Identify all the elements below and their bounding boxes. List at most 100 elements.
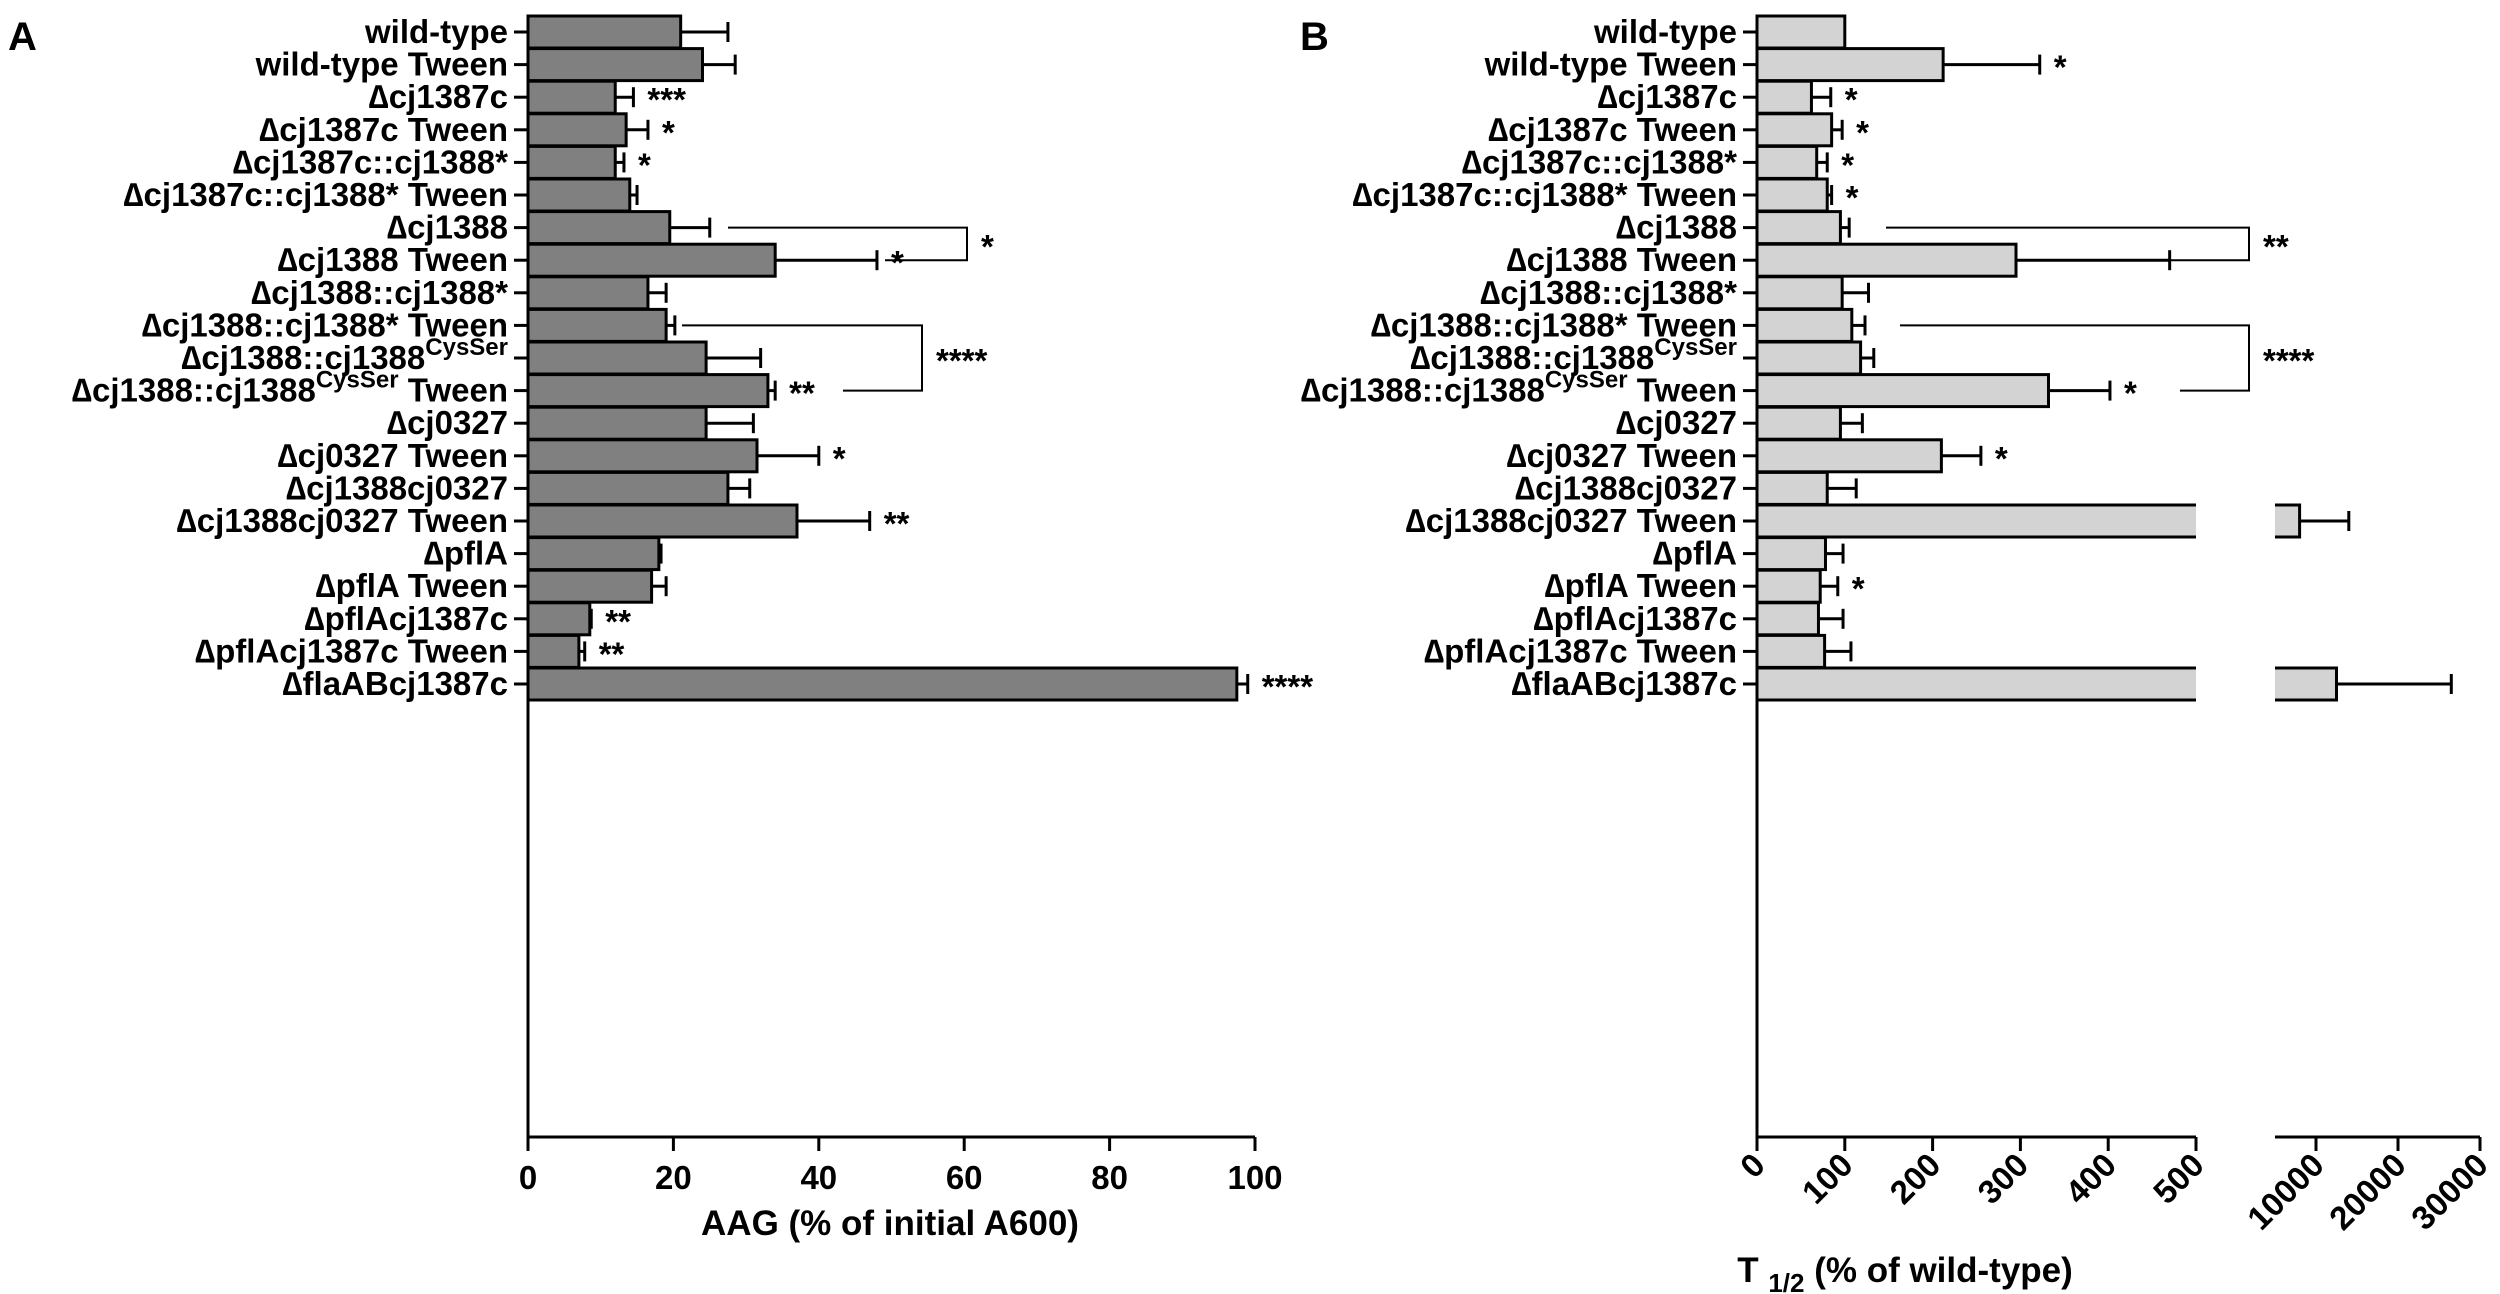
panel-b-bracket-label: ** xyxy=(2263,228,2289,265)
panel-a-x-tick-label: 80 xyxy=(1091,1159,1128,1196)
panel-a-x-tick-label: 0 xyxy=(519,1159,537,1196)
category-label-delta-cj1388cj0327: ∆cj1388cj0327 xyxy=(1515,469,1737,506)
panel-b-x-tick-label: 20000 xyxy=(2322,1146,2413,1237)
panel-b-bars xyxy=(1755,14,2453,702)
category-label-delta-cj1388cj0327-tween: ∆cj1388cj0327 Tween xyxy=(1406,502,1737,539)
category-label-delta-cj1388-cj1388-star: ∆cj1388::cj1388* xyxy=(1480,274,1737,311)
panel-b-bar-delta-cj1387c xyxy=(1755,79,1813,115)
panel-a-bar-delta-pfla-tween xyxy=(526,568,654,604)
category-label-delta-flaabcj1387c: ∆flaABcj1387c xyxy=(282,665,508,702)
panel-b-bracket xyxy=(1886,226,2250,262)
panel-a-significance-mark: * xyxy=(891,244,904,281)
category-label-delta-pfla: ∆pflA xyxy=(424,535,508,572)
category-label-delta-cj1387c-cj1388-star: ∆cj1387c::cj1388* xyxy=(1462,143,1737,180)
panel-a-bar-delta-cj1387c-tween xyxy=(526,112,628,148)
panel-a-significance: ************************ xyxy=(599,81,1314,705)
panel-b-significance-mark: * xyxy=(2054,49,2067,86)
category-label-delta-pfla-tween: ∆pflA Tween xyxy=(1544,567,1737,604)
panel-a-significance-mark: ** xyxy=(789,375,815,412)
panel-a-significance-mark: ** xyxy=(605,603,631,640)
panel-b-x-tick-label: 0 xyxy=(1733,1146,1772,1185)
panel-a-x-tick-label: 60 xyxy=(946,1159,983,1196)
panel-a-significance-mark: * xyxy=(833,440,846,477)
panel-a-letter: A xyxy=(8,15,37,59)
panel-b-x-tick-label: 400 xyxy=(2058,1146,2123,1211)
panel-a-bar-delta-cj1388-cj1388-cysser xyxy=(526,340,708,376)
panel-b-bar-delta-pflacj1387c-tween xyxy=(1755,633,1827,669)
category-label-delta-cj0327-tween: ∆cj0327 Tween xyxy=(1506,437,1737,474)
panel-b-bar-delta-flaabcj1387c-part-2 xyxy=(2275,666,2338,702)
category-label-delta-cj0327: ∆cj0327 xyxy=(1616,404,1737,441)
panel-b-bar-delta-cj1388cj0327 xyxy=(1755,470,1829,506)
panel-a-bar-delta-cj1387c xyxy=(526,79,617,115)
panel-a-significance-mark: *** xyxy=(647,81,686,118)
panel-b-bar-delta-cj1388cj0327-tween-part-1 xyxy=(1755,503,2196,539)
panel-b-bar-delta-cj1388-tween xyxy=(1755,242,2018,278)
category-label-delta-pflacj1387c: ∆pflAcj1387c xyxy=(304,600,508,637)
panel-b-significance-mark: * xyxy=(1852,570,1865,607)
panel-a-bar-delta-pflacj1387c-tween xyxy=(526,633,581,669)
panel-b-bar-delta-cj1388-cj1388-cysser xyxy=(1755,340,1863,376)
panel-a-bar-wild-type xyxy=(526,14,683,50)
panel-a-bar-delta-pflacj1387c xyxy=(526,601,592,637)
panel-a-bar-delta-cj1388cj0327-tween xyxy=(526,503,799,539)
panel-b-x-axis-title: T 1/2 (% of wild-type) xyxy=(1737,1251,2073,1294)
category-label-wild-type-tween: wild-type Tween xyxy=(255,46,508,83)
panel-a-bar-delta-cj1388 xyxy=(526,210,672,246)
category-label-delta-cj1387c-cj1388-star-tween: ∆cj1387c::cj1388* Tween xyxy=(1352,176,1737,213)
panel-a-axes: 0 20 40 60 80 100 xyxy=(514,15,1283,1196)
category-label-delta-pflacj1387c-tween: ∆pflAcj1387c Tween xyxy=(1424,632,1737,669)
panel-b-bar-delta-cj1388 xyxy=(1755,210,1842,246)
panel-b-x-tick-label: 100 xyxy=(1795,1146,1860,1211)
category-label-delta-pfla-tween: ∆pflA Tween xyxy=(315,567,508,604)
panel-b-significance: ************** xyxy=(1841,49,2314,608)
category-label-delta-cj1387c: ∆cj1387c xyxy=(369,78,508,115)
panel-b-x-tick-label: 300 xyxy=(1970,1146,2035,1211)
panel-a-bracket xyxy=(682,324,923,392)
panel-a-bar-delta-cj1388-cj1388-star-tween xyxy=(526,307,668,343)
panel-a-significance-mark: * xyxy=(662,114,675,151)
category-label-delta-cj1388: ∆cj1388 xyxy=(387,209,508,246)
category-label-delta-cj1388-cj1388-cysser: ∆cj1388::cj1388CysSer xyxy=(181,334,508,376)
panel-a-bar-delta-flaabcj1387c xyxy=(526,666,1239,702)
panel-b-bar-delta-pfla-tween xyxy=(1755,568,1822,604)
panel-b-bar-wild-type-tween xyxy=(1755,47,1945,83)
panel-b-bar-delta-flaabcj1387c-part-1 xyxy=(1755,666,2196,702)
panel-b-significance-mark: * xyxy=(1845,81,1858,118)
category-label-delta-cj1388-cj1388-star-tween: ∆cj1388::cj1388* Tween xyxy=(142,306,508,343)
category-label-delta-flaabcj1387c: ∆flaABcj1387c xyxy=(1511,665,1737,702)
panel-b-bar-delta-cj1388-cj1388-star xyxy=(1755,275,1844,311)
panel-a-bracket-label: **** xyxy=(936,342,988,379)
panel-b-significance-mark: * xyxy=(2124,375,2137,412)
category-label-delta-cj1388-tween: ∆cj1388 Tween xyxy=(277,241,508,278)
panel-a-bar-delta-cj1387c-cj1388-star xyxy=(526,144,617,180)
panel-b-x-tick-label: 10000 xyxy=(2240,1146,2331,1237)
category-label-delta-cj1388cj0327-tween: ∆cj1388cj0327 Tween xyxy=(177,502,508,539)
category-label-delta-cj1388-cj1388-cysser: ∆cj1388::cj1388CysSer xyxy=(1410,334,1737,376)
panel-b-significance-mark: * xyxy=(1856,114,1869,151)
panel-a-x-tick-label: 40 xyxy=(800,1159,837,1196)
panel-b-bar-delta-cj0327 xyxy=(1755,405,1842,441)
category-label-delta-pflacj1387c-tween: ∆pflAcj1387c Tween xyxy=(195,632,508,669)
panel-b-bar-delta-pfla xyxy=(1755,536,1827,572)
panel-b-bracket xyxy=(1900,324,2250,392)
category-label-delta-cj1388-cj1388-star-tween: ∆cj1388::cj1388* Tween xyxy=(1371,306,1737,343)
category-label-delta-cj1388-cj1388-star: ∆cj1388::cj1388* xyxy=(251,274,508,311)
panel-a-x-axis-title: AAG (% of initial A600) xyxy=(701,1204,1079,1243)
panel-b-significance-mark: * xyxy=(1995,440,2008,477)
panel-b-letter: B xyxy=(1300,15,1329,59)
panel-b-significance-mark: * xyxy=(1846,179,1859,216)
panel-b-bar-delta-cj1387c-tween xyxy=(1755,112,1834,148)
category-label-delta-cj1388-cj1388-cysser-tween: ∆cj1388::cj1388CysSer Tween xyxy=(1301,367,1737,409)
panel-a-bar-delta-cj1388-tween xyxy=(526,242,777,278)
category-label-delta-cj1388-cj1388-cysser-tween: ∆cj1388::cj1388CysSer Tween xyxy=(72,367,508,409)
panel-b-bar-delta-pflacj1387c xyxy=(1755,601,1820,637)
panel-a-x-tick-label: 20 xyxy=(655,1159,692,1196)
panel-a-bracket xyxy=(728,226,968,262)
panel-b-bar-wild-type xyxy=(1755,14,1847,50)
panel-a-bar-delta-cj1388cj0327 xyxy=(526,470,730,506)
panel-a-x-tick-label: 100 xyxy=(1227,1159,1282,1196)
